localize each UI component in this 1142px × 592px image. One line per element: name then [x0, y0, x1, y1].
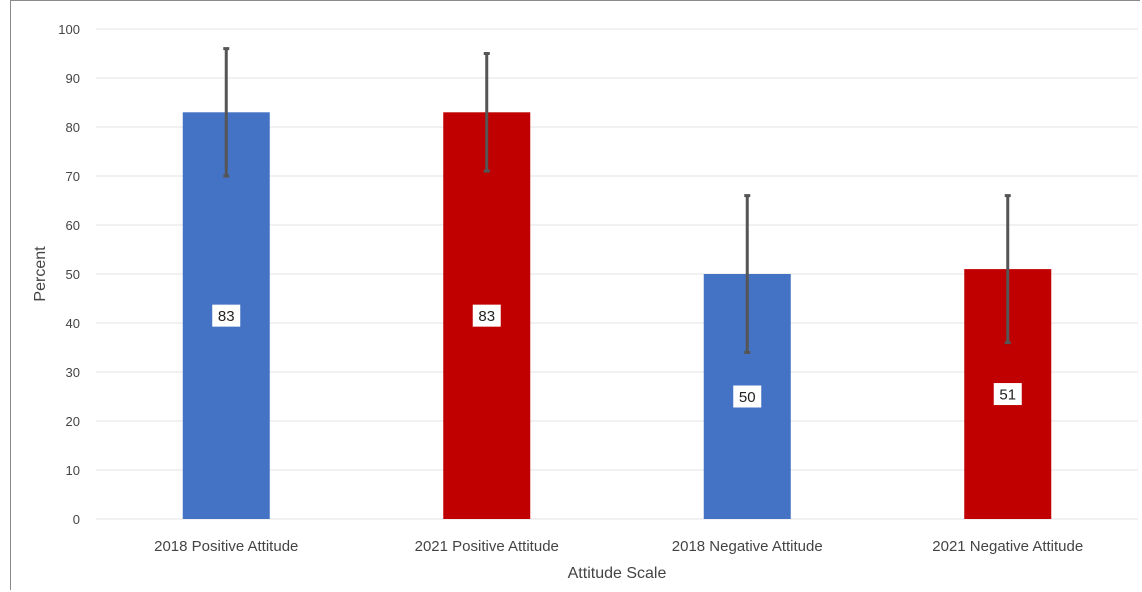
y-tick-label: 40: [66, 316, 80, 331]
data-label: 83: [472, 304, 501, 327]
x-axis-categories: 2018 Positive Attitude 2021 Positive Atti…: [154, 538, 1083, 555]
x-axis-title: Attitude Scale: [568, 565, 667, 582]
y-axis-title: Percent: [32, 246, 49, 302]
y-tick-label: 80: [66, 120, 80, 135]
error-bar: [1004, 194, 1011, 345]
y-tick-label: 100: [58, 22, 80, 37]
category-label: 2021 Negative Attitude: [932, 538, 1083, 555]
error-bar: [483, 52, 490, 173]
y-tick-label: 20: [66, 414, 80, 429]
error-bar: [223, 47, 230, 178]
data-label: 50: [733, 385, 762, 408]
data-label-text: 83: [478, 308, 495, 325]
y-tick-label: 30: [66, 365, 80, 380]
data-label-text: 50: [739, 389, 756, 406]
data-label: 83: [212, 304, 241, 327]
y-tick-label: 50: [66, 267, 80, 282]
data-label-text: 51: [999, 387, 1016, 404]
data-labels: 83 83 50 51: [212, 304, 1022, 408]
y-tick-label: 0: [73, 512, 80, 527]
y-axis-ticks: 0 10 20 30 40 50 60 70 80 90 100: [58, 22, 80, 527]
y-tick-label: 70: [66, 169, 80, 184]
error-bar: [744, 194, 751, 354]
category-label: 2018 Negative Attitude: [672, 538, 823, 555]
error-bars: [223, 47, 1011, 354]
y-tick-label: 90: [66, 71, 80, 86]
data-label-text: 83: [218, 308, 235, 325]
y-tick-label: 10: [66, 463, 80, 478]
category-label: 2018 Positive Attitude: [154, 538, 298, 555]
data-label: 51: [993, 383, 1022, 406]
y-tick-label: 60: [66, 218, 80, 233]
bars: [182, 112, 1052, 520]
category-label: 2021 Positive Attitude: [415, 538, 559, 555]
chart-frame: [10, 0, 1140, 590]
